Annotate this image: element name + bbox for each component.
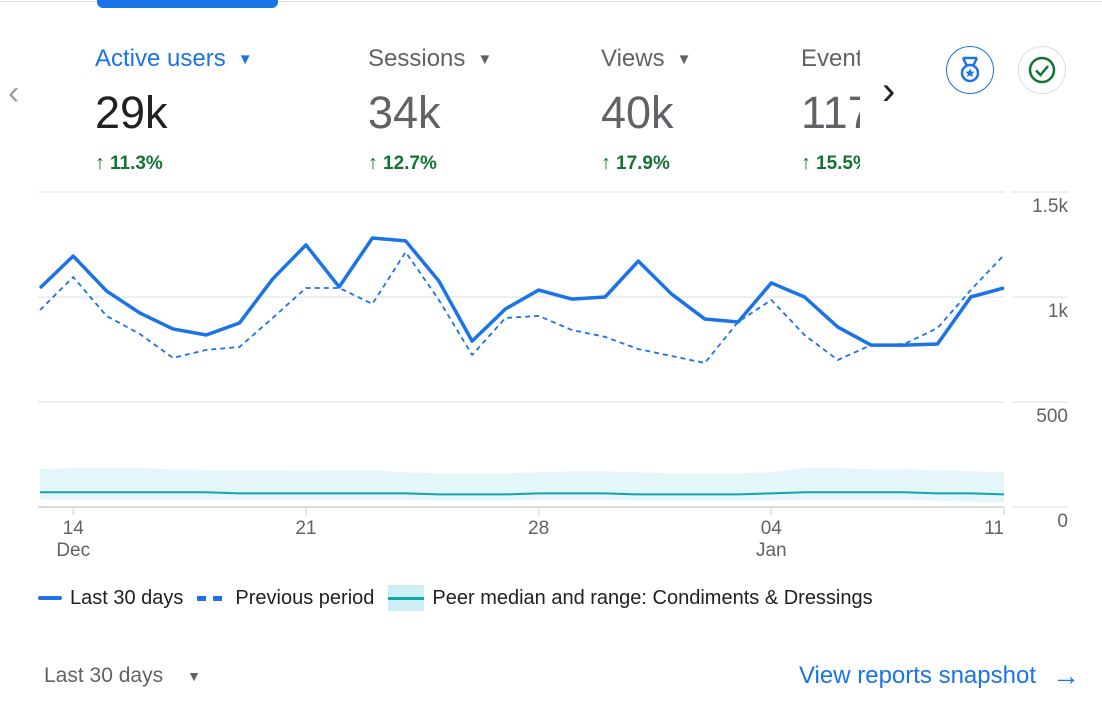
x-tick-sublabel: Dec xyxy=(56,540,90,561)
metric-label: Event count xyxy=(801,45,860,72)
peer-median-line xyxy=(40,491,1005,496)
metric-tab-sessions[interactable]: Sessions ▼ 34k ↑ 12.7% xyxy=(368,40,492,175)
view-reports-snapshot-link[interactable]: View reports snapshot → xyxy=(799,660,1080,692)
dashed-line-swatch xyxy=(197,595,228,601)
metric-tab-active-users[interactable]: Active users ▼ 29k ↑ 11.3% xyxy=(95,40,253,175)
x-tick-sublabel: Jan xyxy=(756,540,787,561)
legend-label: Last 30 days xyxy=(70,586,184,609)
x-tick-label: 11 xyxy=(984,518,1004,539)
metric-tab-views[interactable]: Views ▼ 40k ↑ 17.9% xyxy=(601,40,691,175)
chart-legend: Last 30 days Previous period Peer median… xyxy=(38,585,887,611)
arrow-up-icon: ↑ xyxy=(801,152,811,174)
metric-tabs: Active users ▼ 29k ↑ 11.3% Sessions ▼ 34k ↑… xyxy=(95,40,860,190)
metric-label: Sessions xyxy=(368,45,466,72)
check-circle-icon xyxy=(1028,56,1056,84)
insights-badge-button[interactable] xyxy=(946,46,994,94)
date-range-label: Last 30 days xyxy=(44,664,164,687)
legend-peer: Peer median and range: Condiments & Dres… xyxy=(388,585,873,611)
metric-label: Views xyxy=(601,45,665,72)
metric-tab-event-count[interactable]: Event count 117k ↑15.5% xyxy=(801,40,860,175)
arrow-up-icon: ↑ xyxy=(601,152,611,174)
metric-value: 29k xyxy=(95,87,168,138)
x-tick-label: 28 xyxy=(528,518,549,539)
metric-value: 117k xyxy=(801,87,860,138)
last-30-days-line xyxy=(38,236,1005,347)
caret-down-icon[interactable]: ▼ xyxy=(676,50,692,68)
legend-current: Last 30 days xyxy=(38,587,183,610)
metric-value: 40k xyxy=(601,87,674,138)
y-tick-label: 1.5k xyxy=(1032,196,1068,217)
legend-label: Previous period xyxy=(235,586,375,609)
x-tick-label: 04 xyxy=(761,518,783,539)
y-tick-label: 500 xyxy=(1036,406,1068,427)
chevron-left-icon[interactable]: ‹ xyxy=(8,74,20,112)
metric-change: 12.7% xyxy=(383,152,437,174)
caret-down-icon[interactable]: ▼ xyxy=(237,50,253,68)
legend-previous: Previous period xyxy=(197,587,374,610)
arrow-up-icon: ↑ xyxy=(95,152,105,174)
x-tick-label: 21 xyxy=(295,518,316,539)
metric-change: 17.9% xyxy=(616,152,670,174)
metric-change: 11.3% xyxy=(110,152,163,174)
date-range-dropdown[interactable]: Last 30 days ▼ xyxy=(44,664,201,688)
solid-line-swatch xyxy=(38,596,62,600)
y-tick-label: 1k xyxy=(1048,301,1069,322)
status-check-button[interactable] xyxy=(1018,46,1066,94)
chevron-right-icon[interactable]: › xyxy=(882,69,896,113)
legend-label: Peer median and range: Condiments & Dres… xyxy=(432,586,873,609)
link-label: View reports snapshot xyxy=(798,662,1036,689)
metric-change: 15.5% xyxy=(816,152,860,174)
medal-icon xyxy=(960,56,980,83)
arrow-up-icon: ↑ xyxy=(368,152,378,174)
metric-label: Active users xyxy=(95,45,226,72)
arrow-right-icon: → xyxy=(1052,660,1080,691)
metric-value: 34k xyxy=(368,87,441,138)
y-tick-label: 0 xyxy=(1057,511,1068,532)
x-tick-label: 14 xyxy=(63,518,85,539)
active-tab-indicator xyxy=(97,0,278,8)
top-divider xyxy=(0,1,1102,2)
peer-range-area xyxy=(40,468,1004,503)
caret-down-icon: ▼ xyxy=(187,668,201,684)
caret-down-icon[interactable]: ▼ xyxy=(477,50,493,68)
previous-period-line xyxy=(39,251,1005,364)
